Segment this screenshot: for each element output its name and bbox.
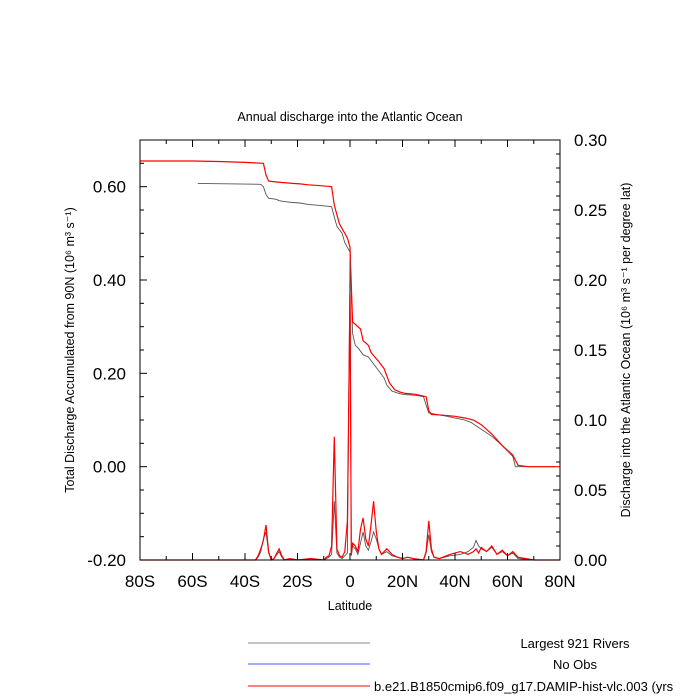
- x-tick-label: 40N: [439, 572, 470, 591]
- y-left-axis: -0.20 0.00 0.20 0.40 0.60: [87, 139, 147, 570]
- series-line-0: [197, 182, 555, 468]
- y-left-tick-label: 0.20: [93, 364, 126, 383]
- y-left-tick-label: -0.20: [87, 551, 126, 570]
- y-right-axis: 0.00 0.05 0.10 0.15 0.20 0.25 0.30: [553, 131, 607, 570]
- y-right-tick-label: 0.20: [574, 271, 607, 290]
- y-right-tick-label: 0.25: [574, 201, 607, 220]
- x-tick-label: 80N: [544, 572, 575, 591]
- x-axis-label: Latitude: [328, 599, 373, 613]
- legend: Largest 921 Rivers No Obs b.e21.B1850cmip6…: [248, 636, 674, 694]
- x-tick-label: 20N: [387, 572, 418, 591]
- series-line-4: [140, 293, 560, 561]
- x-tick-label: 60S: [177, 572, 207, 591]
- x-tick-label: 60N: [492, 572, 523, 591]
- legend-label: Largest 921 Rivers: [520, 636, 630, 651]
- y-right-tick-label: 0.05: [574, 481, 607, 500]
- y-right-axis-label: Discharge into the Atlantic Ocean (10⁶ m…: [619, 183, 633, 518]
- x-tick-label: 80S: [125, 572, 155, 591]
- y-right-tick-label: 0.00: [574, 551, 607, 570]
- x-tick-label: 40S: [230, 572, 260, 591]
- legend-label: No Obs: [553, 657, 598, 672]
- y-right-tick-label: 0.15: [574, 341, 607, 360]
- y-left-tick-label: 0.60: [93, 178, 126, 197]
- x-axis: 80S 60S 40S 20S 0 20N 40N 60N 80N: [125, 140, 576, 591]
- y-left-axis-label: Total Discharge Accumulated from 90N (10…: [63, 207, 77, 492]
- series-layer: [140, 160, 560, 561]
- x-tick-label: 0: [345, 572, 354, 591]
- x-tick-label: 20S: [282, 572, 312, 591]
- y-left-tick-label: 0.00: [93, 458, 126, 477]
- chart-title: Annual discharge into the Atlantic Ocean: [237, 110, 462, 124]
- legend-label: b.e21.B1850cmip6.f09_g17.DAMIP-hist-vlc.…: [374, 679, 674, 694]
- series-line-2: [140, 160, 560, 468]
- y-left-tick-label: 0.40: [93, 271, 126, 290]
- y-right-tick-label: 0.30: [574, 131, 607, 150]
- y-right-tick-label: 0.10: [574, 411, 607, 430]
